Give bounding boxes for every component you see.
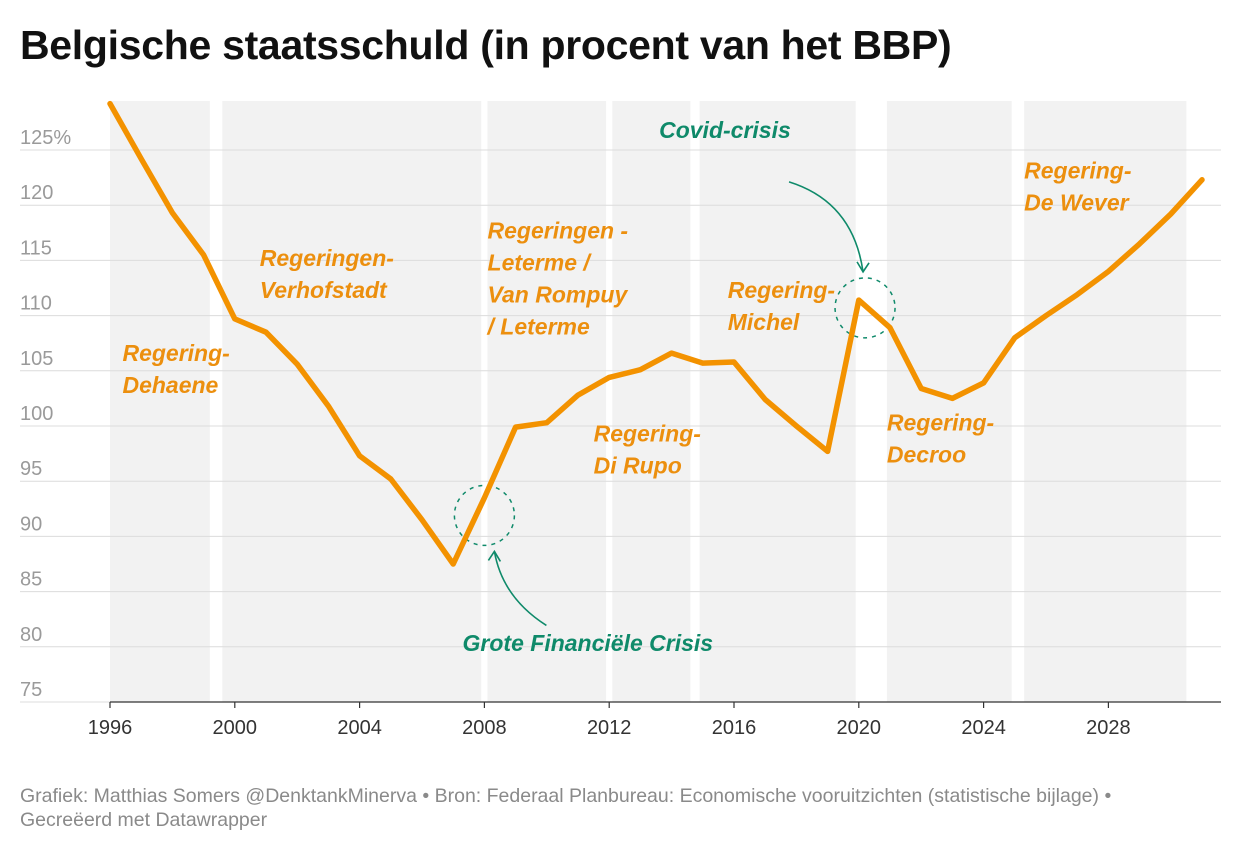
y-tick-label: 75 [20, 679, 42, 701]
x-axis: 1996 2000 2004 2008 2012 2016 2020 2024 2028 [88, 701, 1221, 739]
government-label: Regering- Dehaene [122, 340, 229, 398]
x-tick-label: 2004 [337, 717, 382, 739]
government-label: Regeringen- Verhofstadt [260, 245, 394, 303]
y-tick-label: 125% [20, 127, 71, 149]
x-tick-label: 1996 [88, 717, 133, 739]
y-tick-label: 80 [20, 624, 42, 646]
x-tick-label: 2028 [1086, 717, 1131, 739]
government-label-line: Regering- [728, 277, 835, 303]
government-label-line: Regeringen- [260, 245, 394, 271]
series-layer [107, 100, 1205, 567]
crisis-arrow-head [487, 549, 502, 562]
crisis-label: Grote Financiële Crisis [463, 630, 714, 656]
crisis-arrow [493, 551, 547, 627]
crisis-circle [834, 277, 896, 339]
period-band [487, 101, 607, 702]
government-label-line: Regering- [594, 420, 701, 446]
crisis-arrow-head [856, 261, 870, 274]
x-tick-label: 2016 [712, 717, 757, 739]
x-tick-label: 2020 [837, 717, 882, 739]
gridlines [20, 149, 1221, 703]
crisis-markers [453, 181, 896, 627]
y-tick-label: 90 [20, 513, 42, 535]
government-label: Regering- De Wever [1024, 158, 1131, 216]
debt-chart: 125% 120 115 110 105 100 95 90 85 80 75 1996 2000 20… [20, 100, 1221, 739]
y-tick-label: 100 [20, 403, 53, 425]
government-label-line: Regering- [887, 409, 994, 435]
government-label-line: De Wever [1024, 190, 1129, 216]
period-band [222, 101, 482, 702]
crisis-arrow [788, 181, 864, 272]
x-tick-label: 2012 [587, 717, 632, 739]
government-label-line: Regering- [1024, 158, 1131, 184]
government-period-bands [110, 101, 1187, 702]
period-band [1024, 101, 1187, 702]
period-band [886, 101, 1012, 702]
government-label: Regeringen - Leterme / Van Rompuy / Leterme [487, 217, 629, 339]
government-label-line: / Leterme [487, 313, 590, 339]
government-label-line: Michel [728, 309, 800, 335]
government-label-line: Regeringen - [488, 217, 629, 243]
x-tick-label: 2024 [961, 717, 1006, 739]
x-tick-label: 2000 [213, 717, 258, 739]
chart-title: Belgische staatsschuld (in procent van h… [20, 22, 952, 68]
government-label-line: Leterme / [488, 249, 593, 275]
y-tick-label: 85 [20, 569, 42, 591]
crisis-label: Covid-crisis [659, 117, 791, 143]
y-tick-label: 115 [20, 237, 52, 259]
y-axis: 125% 120 115 110 105 100 95 90 85 80 75 [20, 127, 71, 701]
y-tick-label: 95 [20, 458, 42, 480]
government-label-line: Verhofstadt [260, 277, 388, 303]
y-tick-label: 110 [20, 293, 52, 315]
period-band [612, 101, 691, 702]
period-band [110, 101, 210, 702]
debt-line [107, 100, 1205, 567]
y-tick-label: 105 [20, 348, 53, 370]
government-label-line: Di Rupo [594, 452, 682, 478]
x-tick-label: 2008 [462, 717, 507, 739]
source-footer: Grafiek: Matthias Somers @DenktankMinerv… [20, 785, 1112, 831]
crisis-labels: Grote Financiële Crisis Covid-crisis [463, 117, 791, 656]
government-label: Regering- Decroo [887, 409, 994, 467]
government-label-line: Regering- [122, 340, 229, 366]
y-tick-label: 120 [20, 182, 53, 204]
government-label-line: Dehaene [122, 372, 218, 398]
government-label: Regering- Di Rupo [594, 420, 701, 478]
crisis-circle [453, 484, 516, 547]
government-label-line: Decroo [887, 441, 966, 467]
period-band [699, 101, 856, 702]
government-label: Regering- Michel [728, 277, 835, 335]
government-labels: Regering-DehaeneRegeringen-VerhofstadtRe… [122, 158, 1131, 479]
government-label-line: Van Rompuy [488, 281, 629, 307]
